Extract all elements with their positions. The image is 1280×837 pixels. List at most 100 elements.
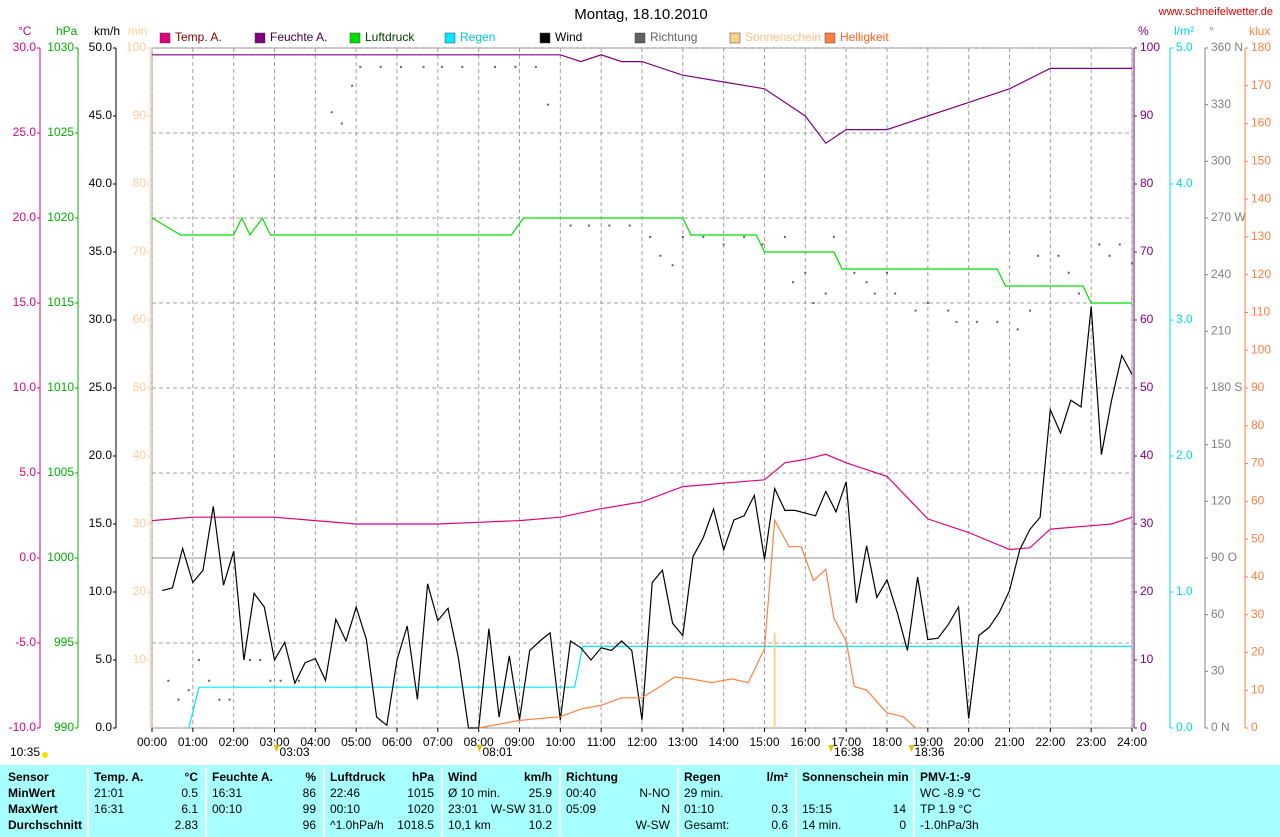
table-cell: 16:31 (94, 802, 124, 816)
direction-dot (812, 302, 815, 304)
direction-dot (569, 224, 572, 227)
y-tick-label: 100 (126, 40, 146, 54)
y-tick-label: 60 (133, 312, 147, 326)
y-tick-label: 15.0 (89, 516, 113, 530)
direction-dot (1131, 262, 1133, 265)
x-tick-label: 22:00 (1035, 735, 1065, 749)
series-line (151, 216, 1132, 304)
table-cell: 29 min. (684, 786, 723, 800)
table-cell: 99 (303, 802, 317, 816)
direction-dot (804, 271, 807, 274)
table-cell: WC -8.9 °C (920, 786, 981, 800)
direction-dot (279, 679, 282, 682)
legend-label: Luftdruck (365, 30, 415, 44)
direction-dot (228, 698, 231, 701)
x-tick-label: 18:00 (872, 735, 902, 749)
y-tick-label: 80 (1140, 176, 1154, 190)
direction-dot (832, 235, 835, 238)
axis-unit: l/m² (1174, 24, 1194, 38)
annotation-label: 08:01 (482, 745, 512, 759)
y-tick-label: 40 (1140, 448, 1154, 462)
y-tick-label: 20 (133, 584, 147, 598)
table-cell: 00:10 (330, 802, 360, 816)
x-tick-label: 13:00 (668, 735, 698, 749)
y-tick-label: 50 (1251, 531, 1265, 545)
y-tick-label: 0.0 (95, 720, 112, 734)
series-line (478, 518, 917, 729)
x-tick-label: 05:00 (341, 735, 371, 749)
table-header: Wind (448, 770, 477, 784)
axis-unit: °C (18, 24, 32, 38)
table-header: Regen (684, 770, 721, 784)
direction-dot (340, 122, 343, 125)
y-tick-label: 80 (1251, 418, 1265, 432)
legend-label: Regen (460, 30, 495, 44)
direction-dot (359, 65, 362, 68)
x-tick-label: 09:00 (504, 735, 534, 749)
legend-swatch (444, 32, 456, 44)
x-tick-label: 08:00 (464, 735, 494, 749)
y-tick-label: 70 (133, 244, 147, 258)
y-tick-label: 90 (1140, 108, 1154, 122)
table-header: Richtung (566, 770, 618, 784)
axis-unit: hPa (56, 24, 78, 38)
table-unit: hPa (412, 770, 434, 784)
table-cell: 0 (899, 818, 906, 832)
table-cell: 0.5 (181, 786, 198, 800)
row-label: MinWert (8, 786, 55, 800)
y-tick-label: 35.0 (89, 244, 113, 258)
y-tick-label: 5.0 (19, 465, 36, 479)
table-cell: 25.9 (529, 786, 553, 800)
direction-dot (534, 65, 537, 68)
y-tick-label: 50 (133, 380, 147, 394)
y-tick-label: 40 (133, 448, 147, 462)
table-cell: 10.2 (529, 818, 553, 832)
y-tick-label: 90 O (1211, 550, 1237, 564)
annotation-marker (828, 745, 835, 752)
direction-dot (400, 65, 403, 68)
y-tick-label: 110 (1251, 305, 1270, 319)
direction-dot (1118, 243, 1121, 246)
y-tick-label: 210 (1211, 324, 1231, 338)
table-cell: Gesamt: (684, 818, 729, 832)
legend-swatch (254, 32, 266, 44)
legend-swatch (159, 32, 171, 44)
left-note: 10:35 (10, 745, 40, 759)
direction-dot (422, 65, 425, 68)
y-tick-label: 20.0 (89, 448, 113, 462)
direction-dot (792, 281, 795, 284)
row-label: MaxWert (8, 802, 58, 816)
y-tick-label: 2.0 (1176, 448, 1193, 462)
direction-dot (177, 698, 180, 701)
data-table: Sensor Temp. A. °C Feuchte A.% Luftdruck hPa W… (8, 767, 981, 837)
legend-swatch (539, 32, 551, 44)
annotation-label: 03:03 (280, 745, 310, 759)
y-tick-label: 50.0 (89, 40, 113, 54)
direction-dot (659, 254, 662, 257)
direction-dot (761, 243, 764, 246)
y-tick-label: 30.0 (13, 40, 37, 54)
table-cell: 23:01 (448, 802, 478, 816)
direction-dot (298, 679, 300, 682)
direction-dot (547, 103, 550, 106)
sun-icon (42, 752, 48, 758)
y-tick-label: 240 (1211, 267, 1231, 281)
direction-dot (873, 292, 876, 295)
direction-dot (853, 271, 856, 274)
y-tick-label: 100 (1251, 342, 1271, 356)
y-tick-label: 60 (1251, 494, 1265, 508)
direction-dot (1067, 271, 1070, 274)
x-tick-label: 04:00 (300, 735, 330, 749)
direction-dot (197, 659, 200, 661)
x-tick-label: 01:00 (178, 735, 208, 749)
y-tick-label: 70 (1251, 456, 1265, 470)
table-cell: 96 (303, 818, 317, 832)
table-unit: °C (185, 770, 199, 784)
x-tick-label: 11:00 (587, 735, 616, 749)
direction-dot (330, 111, 333, 114)
direction-dot (975, 320, 978, 323)
y-tick-label: 20 (1251, 645, 1265, 659)
series-line (162, 306, 1133, 729)
y-tick-label: 5.0 (95, 652, 112, 666)
